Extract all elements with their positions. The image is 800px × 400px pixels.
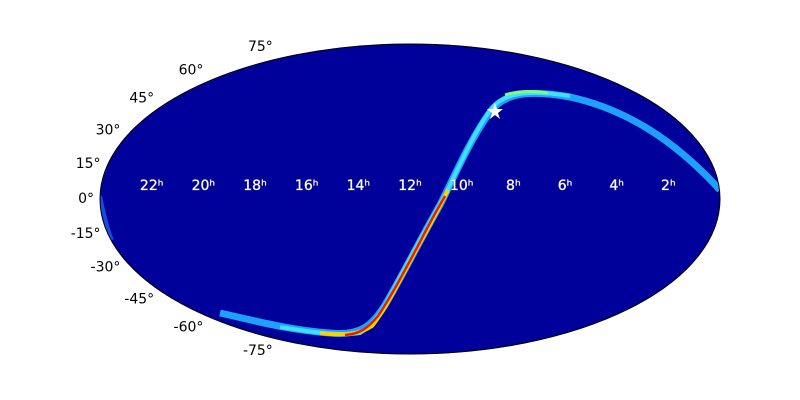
dec-tick-label: -75° — [243, 343, 273, 359]
ra-tick-label: 20ʰ — [192, 178, 215, 194]
dec-tick-label: 15° — [76, 156, 101, 172]
dec-tick-label: 60° — [179, 62, 204, 78]
ra-tick-label: 22ʰ — [140, 178, 163, 194]
ra-tick-label: 8ʰ — [506, 178, 521, 194]
ra-tick-label: 6ʰ — [558, 178, 573, 194]
dec-tick-label: -45° — [124, 291, 154, 307]
sky-border — [99, 43, 721, 355]
ra-tick-label: 10ʰ — [450, 178, 473, 194]
dec-tick-label: -15° — [71, 226, 101, 242]
ra-tick-label: 2ʰ — [661, 178, 676, 194]
ra-tick-label: 18ʰ — [243, 178, 266, 194]
sky-map — [100, 44, 720, 354]
dec-tick-label: 45° — [129, 91, 154, 107]
ra-tick-label: 12ʰ — [398, 178, 421, 194]
dec-tick-label: 0° — [78, 191, 94, 207]
ra-tick-label: 4ʰ — [609, 178, 624, 194]
dec-tick-label: -30° — [91, 260, 121, 276]
probability-band — [100, 89, 720, 338]
ra-tick-label: 14ʰ — [347, 178, 370, 194]
dec-tick-label: -60° — [174, 320, 204, 336]
dec-tick-label: 75° — [248, 39, 273, 55]
ra-tick-label: 16ʰ — [295, 178, 318, 194]
star-marker — [487, 103, 503, 119]
dec-tick-label: 30° — [96, 122, 121, 138]
